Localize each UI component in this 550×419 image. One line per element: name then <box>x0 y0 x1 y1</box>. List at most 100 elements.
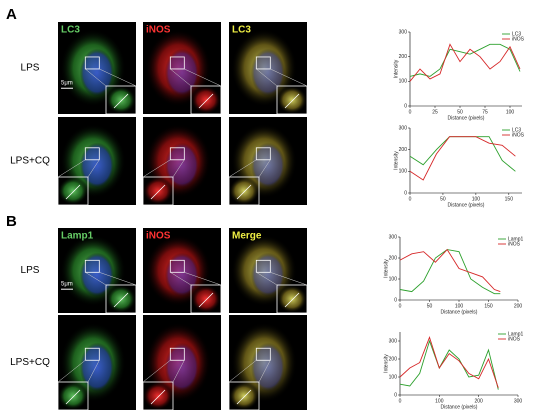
y-tick-label: 100 <box>399 79 408 85</box>
zoom-connector <box>142 159 171 178</box>
profile-line <box>65 389 81 405</box>
x-tick-label: 0 <box>399 303 402 309</box>
roi-box <box>169 259 185 273</box>
legend-label: iNOS <box>508 241 521 247</box>
zoom-inset <box>105 85 137 115</box>
zoom-connector <box>228 159 257 178</box>
y-axis-label: Intensity <box>383 354 389 373</box>
series-line <box>409 136 516 181</box>
y-tick-label: 100 <box>389 276 398 282</box>
zoom-connector <box>170 272 192 286</box>
channel-label: Merge <box>232 231 262 242</box>
profile-line <box>284 292 300 308</box>
series-line <box>399 248 501 293</box>
roi-box <box>255 347 271 361</box>
y-tick-label: 200 <box>399 147 408 153</box>
series-line <box>399 339 499 390</box>
zoom-connector <box>172 159 185 178</box>
zoom-connector <box>85 68 107 87</box>
zoom-connector <box>258 159 271 178</box>
zoom-connector <box>85 272 107 286</box>
scale-label: 5μm <box>61 282 73 288</box>
zoom-inset <box>57 176 89 206</box>
series-line <box>399 249 501 295</box>
zoom-connector <box>256 68 278 87</box>
y-tick-label: 300 <box>399 125 408 131</box>
nucleus <box>79 142 115 189</box>
row-label: LPS <box>21 63 40 74</box>
x-tick-label: 0 <box>409 196 412 202</box>
y-tick-label: 0 <box>394 297 397 303</box>
channel-label: LC3 <box>61 25 80 36</box>
series-line <box>409 43 521 82</box>
row-label: LPS+CQ <box>10 156 50 167</box>
x-tick-label: 300 <box>514 398 523 404</box>
roi-box <box>169 56 185 70</box>
nucleus <box>164 48 200 97</box>
series-line <box>399 336 499 388</box>
x-axis-label: Distance (pixels) <box>448 202 485 208</box>
y-axis-label: Intensity <box>393 151 399 170</box>
x-tick-label: 50 <box>457 109 463 115</box>
roi-box <box>84 259 100 273</box>
profile-line <box>236 184 252 200</box>
profile-line <box>150 389 166 405</box>
x-tick-label: 100 <box>506 109 515 115</box>
legend-label: iNOS <box>512 36 525 42</box>
profile-line <box>198 292 214 308</box>
y-axis-label: Intensity <box>393 59 399 78</box>
row-label: LPS+CQ <box>10 357 50 368</box>
zoom-connector <box>99 68 137 87</box>
profile-line <box>113 93 129 109</box>
zoom-connector <box>270 272 308 286</box>
x-tick-label: 50 <box>427 303 433 309</box>
x-tick-label: 150 <box>484 303 493 309</box>
zoom-connector <box>87 159 100 178</box>
y-tick-label: 200 <box>399 54 408 60</box>
nucleus <box>250 142 286 189</box>
row-label: LPS <box>21 265 40 276</box>
roi-box <box>169 347 185 361</box>
x-axis-label: Distance (pixels) <box>448 115 485 121</box>
x-axis-label: Distance (pixels) <box>441 309 478 315</box>
zoom-connector <box>57 159 86 178</box>
y-tick-label: 0 <box>394 392 397 398</box>
panel-letter: B <box>6 213 17 230</box>
zoom-connector <box>142 360 171 383</box>
zoom-connector <box>270 68 308 87</box>
channel-label: iNOS <box>146 231 171 242</box>
legend-label: Lamp1 <box>508 236 524 242</box>
legend-label: LC3 <box>512 31 521 37</box>
nucleus <box>79 48 115 97</box>
zoom-inset <box>57 381 89 411</box>
y-tick-label: 300 <box>389 234 398 240</box>
channel-label: LC3 <box>232 25 251 36</box>
profile-line <box>113 292 129 308</box>
scale-label: 5μm <box>61 80 73 86</box>
x-tick-label: 50 <box>440 196 446 202</box>
roi-box <box>255 56 271 70</box>
profile-line <box>150 184 166 200</box>
profile-line <box>198 93 214 109</box>
legend-label: LC3 <box>512 127 521 133</box>
profile-line <box>65 184 81 200</box>
zoom-connector <box>184 272 222 286</box>
nucleus <box>79 342 115 392</box>
channel-label: iNOS <box>146 25 171 36</box>
zoom-inset <box>276 85 308 115</box>
nucleus <box>164 342 200 392</box>
x-tick-label: 0 <box>399 398 402 404</box>
roi-box <box>255 259 271 273</box>
x-tick-label: 75 <box>482 109 488 115</box>
x-tick-label: 200 <box>474 398 483 404</box>
y-tick-label: 100 <box>399 169 408 175</box>
zoom-connector <box>99 272 137 286</box>
x-tick-label: 100 <box>472 196 481 202</box>
x-tick-label: 0 <box>409 109 412 115</box>
series-line <box>409 43 521 77</box>
nucleus <box>164 142 200 189</box>
zoom-inset <box>228 176 260 206</box>
roi-box <box>84 347 100 361</box>
zoom-inset <box>105 284 137 314</box>
